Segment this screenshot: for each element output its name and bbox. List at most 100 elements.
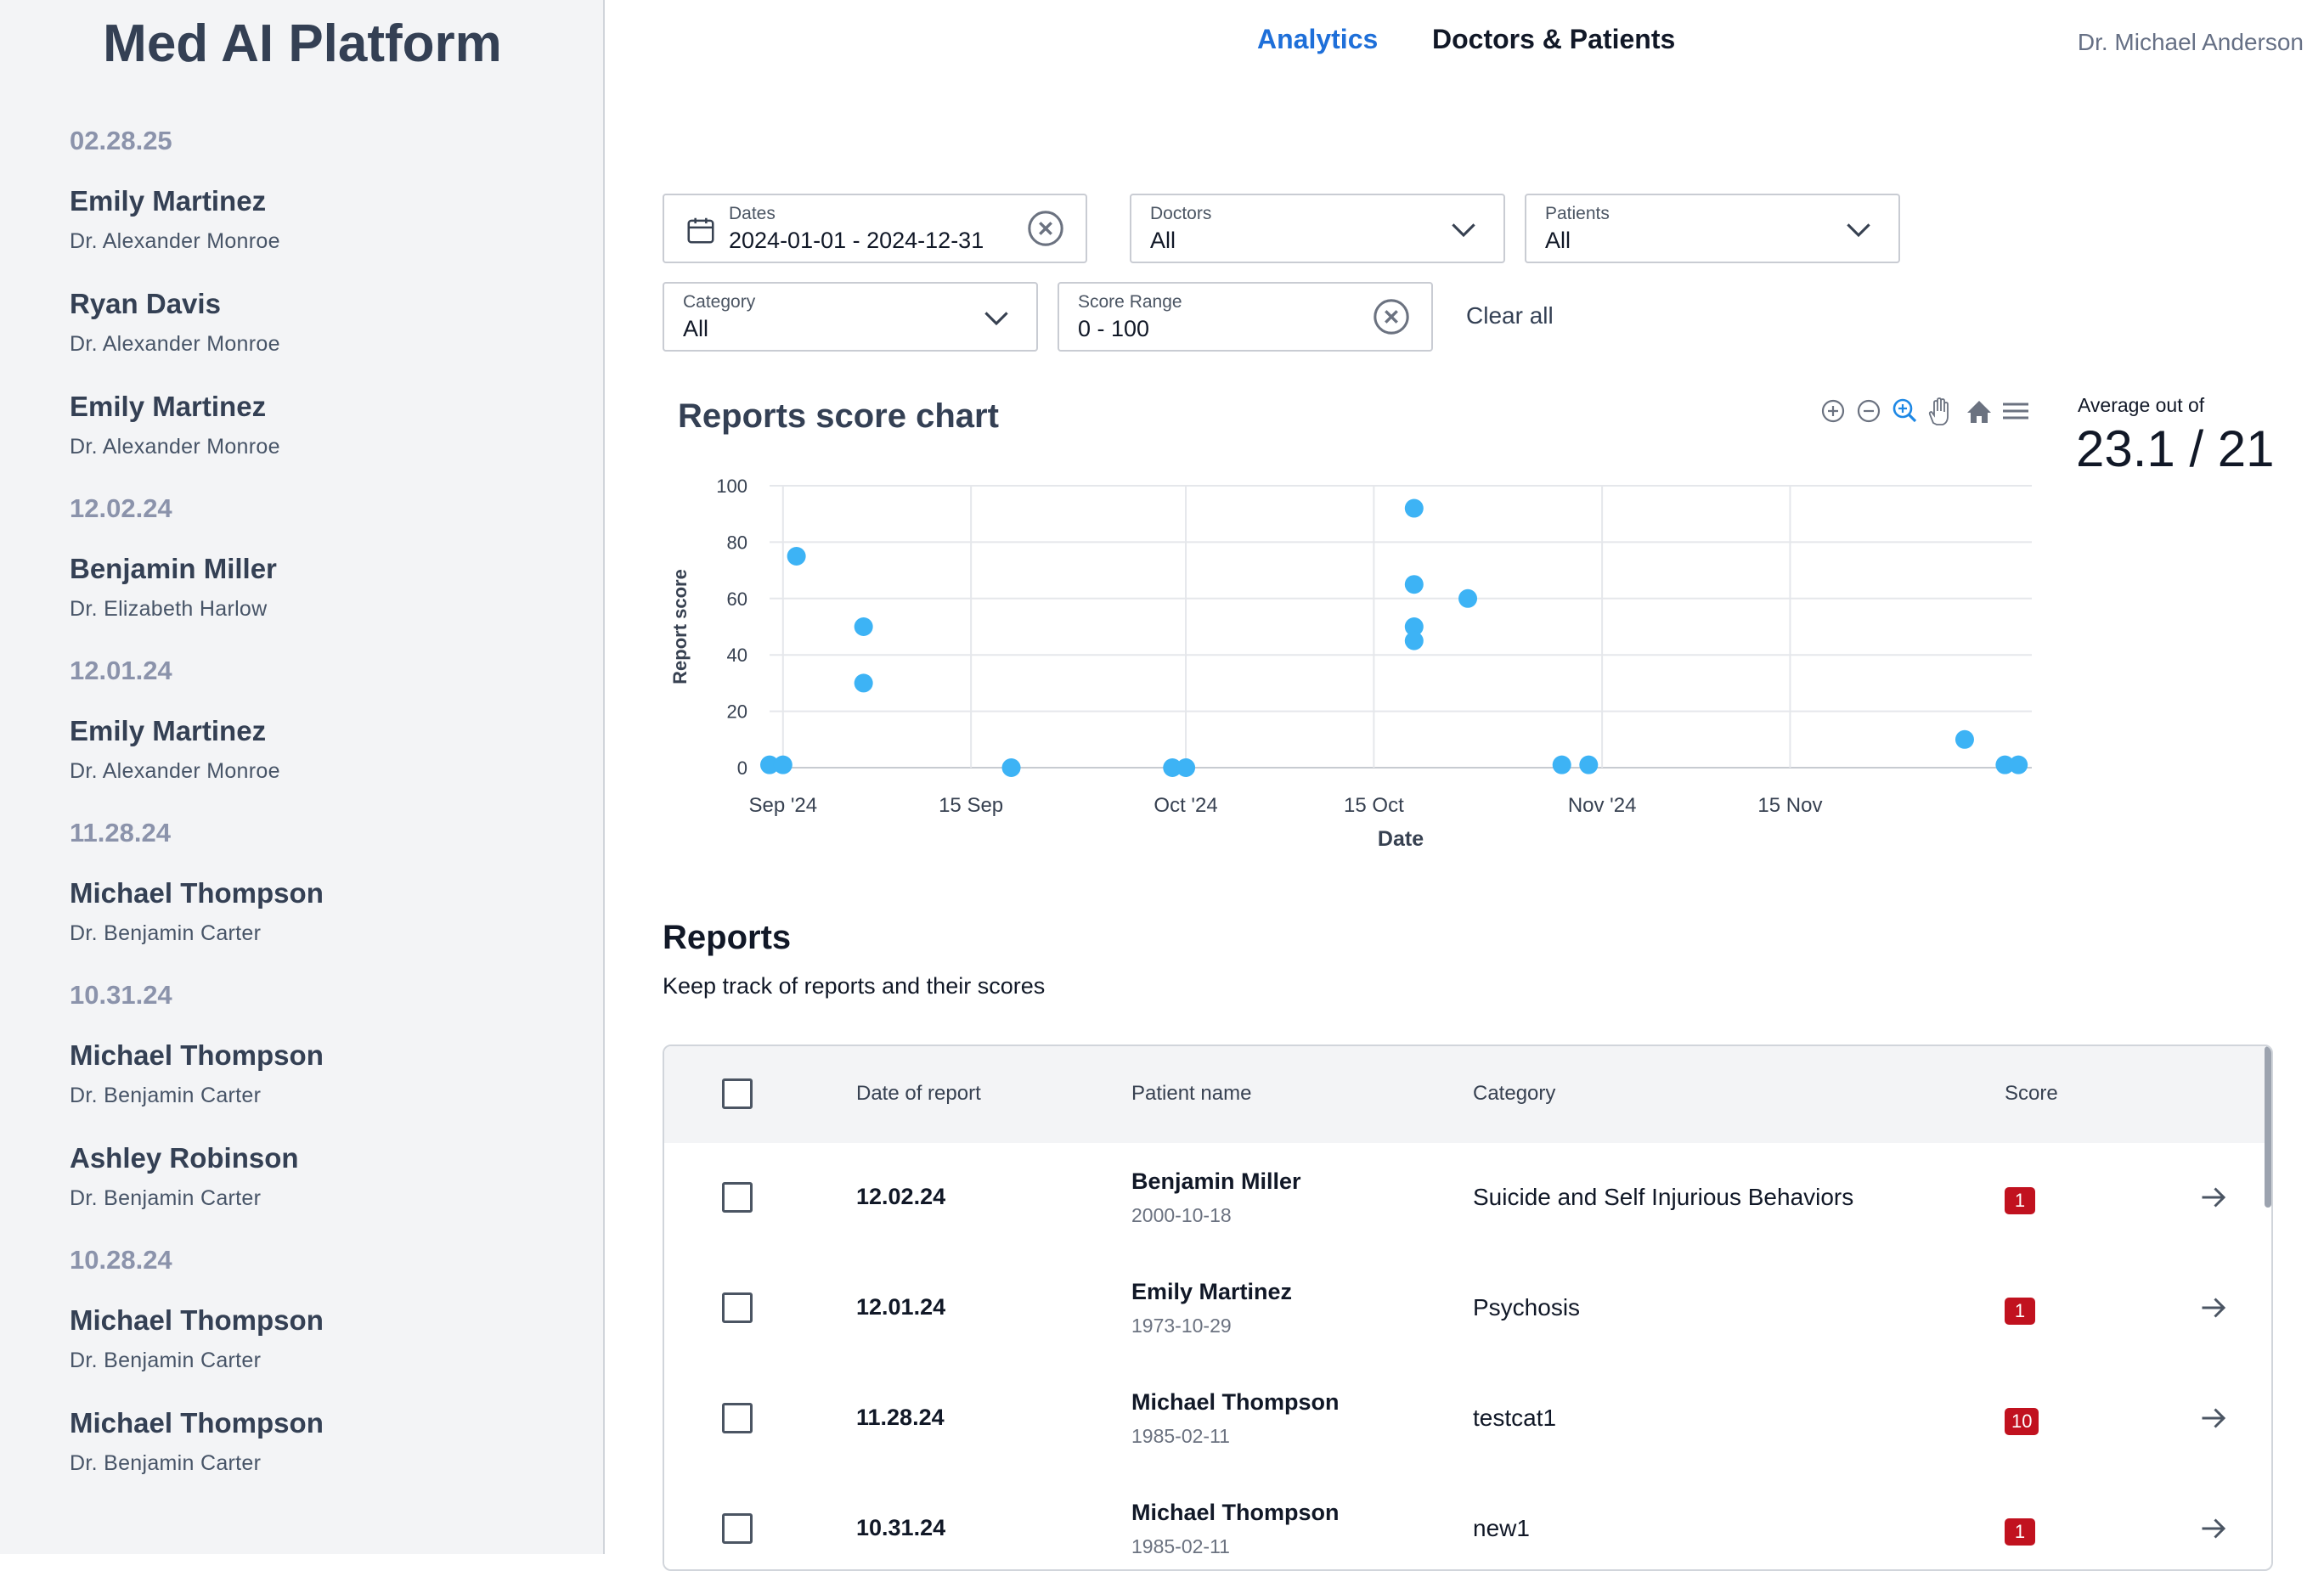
- table-scrollbar[interactable]: [2265, 1046, 2271, 1208]
- scatter-point: [1404, 631, 1424, 650]
- arrow-right-icon[interactable]: [2198, 1513, 2229, 1544]
- zoom-out-icon[interactable]: [1857, 399, 1881, 423]
- sidebar-doctor-name: Dr. Alexander Monroe: [70, 759, 280, 783]
- arrow-right-icon[interactable]: [2198, 1292, 2229, 1323]
- report-category: Psychosis: [1473, 1294, 1581, 1320]
- row-checkbox[interactable]: [722, 1513, 753, 1544]
- x-tick-label: Sep '24: [748, 794, 817, 817]
- y-tick-label: 0: [737, 757, 747, 779]
- tab-analytics[interactable]: Analytics: [1257, 24, 1379, 54]
- column-category[interactable]: Category: [1473, 1082, 1556, 1105]
- dates-filter[interactable]: Dates 2024-01-01 - 2024-12-31: [663, 194, 1087, 263]
- row-checkbox[interactable]: [722, 1292, 753, 1323]
- clear-dates-icon[interactable]: [1026, 209, 1065, 248]
- scatter-point: [1404, 617, 1424, 636]
- sidebar-report-item[interactable]: Ryan Davis Dr. Alexander Monroe: [70, 288, 579, 357]
- sidebar-report-item[interactable]: Michael Thompson Dr. Benjamin Carter: [70, 1407, 579, 1476]
- chart-title: Reports score chart: [678, 397, 999, 435]
- zoom-select-icon[interactable]: [1892, 398, 1917, 423]
- scatter-point: [1995, 755, 2015, 774]
- report-date: 12.01.24: [856, 1294, 946, 1320]
- reports-table: Date of report Patient name Category Sco…: [663, 1045, 2273, 1571]
- scatter-point: [1001, 758, 1021, 777]
- tab-doctors-patients[interactable]: Doctors & Patients: [1432, 24, 1676, 54]
- sidebar-patient-name: Michael Thompson: [70, 1304, 324, 1336]
- report-category: new1: [1473, 1515, 1530, 1541]
- scatter-point: [1404, 498, 1424, 518]
- sidebar-doctor-name: Dr. Elizabeth Harlow: [70, 597, 268, 621]
- y-axis-title: Report score: [669, 569, 691, 684]
- x-axis-title: Date: [1378, 827, 1424, 851]
- score-range-label: Score Range: [1078, 292, 1182, 312]
- column-patient-name[interactable]: Patient name: [1131, 1082, 1252, 1105]
- reports-subtitle: Keep track of reports and their scores: [663, 973, 1046, 999]
- report-date: 10.31.24: [856, 1515, 946, 1540]
- sidebar-report-item[interactable]: Michael Thompson Dr. Benjamin Carter: [70, 877, 579, 946]
- home-reset-icon[interactable]: [1967, 401, 1991, 423]
- pan-hand-icon[interactable]: [1928, 397, 1949, 425]
- scatter-point: [1176, 758, 1196, 777]
- patients-filter[interactable]: Patients All: [1525, 194, 1900, 263]
- sidebar-report-item[interactable]: Benjamin Miller Dr. Elizabeth Harlow: [70, 553, 579, 622]
- row-checkbox[interactable]: [722, 1403, 753, 1433]
- column-date-of-report[interactable]: Date of report: [856, 1082, 981, 1105]
- chart-toolbar: [1821, 397, 2028, 425]
- column-score[interactable]: Score: [2005, 1082, 2058, 1105]
- scatter-point: [773, 755, 793, 774]
- sidebar-report-item[interactable]: Michael Thompson Dr. Benjamin Carter: [70, 1039, 579, 1108]
- sidebar-doctor-name: Dr. Benjamin Carter: [70, 1186, 262, 1210]
- sidebar: Med AI Platform 02.28.25 Emily Martinez Dr…: [0, 0, 605, 1554]
- clear-all-button[interactable]: Clear all: [1466, 302, 1554, 329]
- sidebar-report-item[interactable]: Emily Martinez Dr. Alexander Monroe: [70, 185, 579, 254]
- reports-score-chart: 0 20 40 60 80 100 Sep '24 15 Sep Oct '24 15 Oct No…: [669, 476, 2032, 851]
- sidebar-report-item[interactable]: Emily Martinez Dr. Alexander Monroe: [70, 391, 579, 459]
- sidebar-date-heading: 11.28.24: [70, 818, 171, 847]
- dates-value: 2024-01-01 - 2024-12-31: [729, 228, 984, 253]
- patient-name: Michael Thompson: [1131, 1500, 1340, 1525]
- sidebar-report-item[interactable]: Michael Thompson Dr. Benjamin Carter: [70, 1304, 579, 1373]
- table-row[interactable]: 12.01.24 Emily Martinez 1973-10-29 Psych…: [664, 1253, 2271, 1365]
- y-tick-label: 80: [727, 532, 747, 553]
- sidebar-patient-name: Benjamin Miller: [70, 553, 277, 584]
- doctors-label: Doctors: [1150, 204, 1212, 223]
- row-checkbox[interactable]: [722, 1182, 753, 1213]
- arrow-right-icon[interactable]: [2198, 1403, 2229, 1433]
- menu-icon[interactable]: [2003, 403, 2028, 419]
- user-name[interactable]: Dr. Michael Anderson: [2077, 29, 2304, 55]
- scatter-point: [1163, 758, 1182, 777]
- chevron-down-icon: [1847, 223, 1870, 238]
- doctors-filter[interactable]: Doctors All: [1130, 194, 1505, 263]
- category-filter[interactable]: Category All: [663, 282, 1038, 352]
- score-range-filter[interactable]: Score Range 0 - 100: [1058, 282, 1433, 352]
- sidebar-patient-name: Emily Martinez: [70, 185, 267, 217]
- table-row[interactable]: 11.28.24 Michael Thompson 1985-02-11 tes…: [664, 1364, 2271, 1476]
- y-tick-label: 100: [716, 476, 747, 497]
- sidebar-doctor-name: Dr. Alexander Monroe: [70, 229, 280, 253]
- sidebar-patient-name: Michael Thompson: [70, 1039, 324, 1071]
- table-row[interactable]: 10.31.24 Michael Thompson 1985-02-11 new…: [664, 1474, 2271, 1569]
- score-badge: 1: [2005, 1187, 2035, 1214]
- sidebar-doctor-name: Dr. Benjamin Carter: [70, 921, 262, 945]
- zoom-in-icon[interactable]: [1821, 399, 1845, 423]
- sidebar-report-item[interactable]: Ashley Robinson Dr. Benjamin Carter: [70, 1142, 579, 1211]
- x-tick-label: Oct '24: [1154, 794, 1217, 817]
- category-label: Category: [683, 292, 756, 312]
- calendar-icon: [687, 217, 714, 244]
- patient-name: Benjamin Miller: [1131, 1168, 1301, 1194]
- table-row[interactable]: 12.02.24 Benjamin Miller 2000-10-18 Suic…: [664, 1143, 2271, 1255]
- score-badge: 1: [2005, 1298, 2035, 1325]
- sidebar-patient-name: Emily Martinez: [70, 715, 267, 746]
- sidebar-report-item[interactable]: Emily Martinez Dr. Alexander Monroe: [70, 715, 579, 784]
- clear-score-range-icon[interactable]: [1372, 297, 1411, 336]
- patient-dob: 1985-02-11: [1131, 1425, 1230, 1447]
- patient-name: Michael Thompson: [1131, 1389, 1340, 1415]
- y-tick-label: 60: [727, 588, 747, 610]
- patients-label: Patients: [1545, 204, 1610, 223]
- arrow-right-icon[interactable]: [2198, 1182, 2229, 1213]
- scatter-point: [1552, 755, 1571, 774]
- score-range-value: 0 - 100: [1078, 316, 1150, 341]
- report-category: Suicide and Self Injurious Behaviors: [1473, 1184, 1854, 1210]
- select-all-checkbox[interactable]: [722, 1078, 753, 1109]
- reports-title: Reports: [663, 919, 792, 956]
- sidebar-doctor-name: Dr. Alexander Monroe: [70, 435, 280, 459]
